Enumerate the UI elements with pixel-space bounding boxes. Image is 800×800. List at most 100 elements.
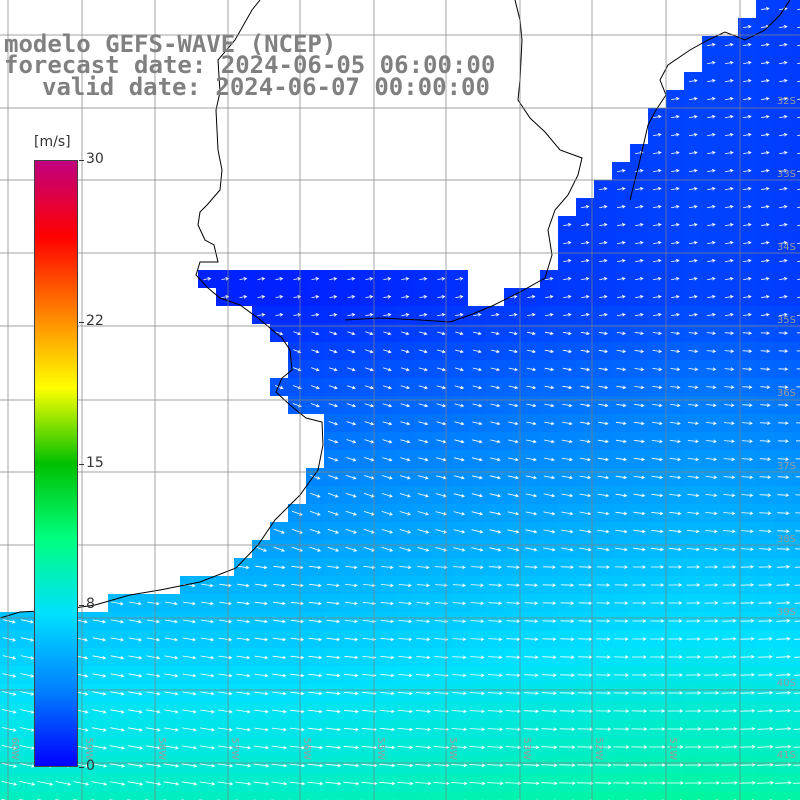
wind-arrow bbox=[399, 493, 411, 498]
wind-arrow bbox=[668, 619, 683, 623]
wind-arrow bbox=[327, 510, 339, 516]
wind-arrow bbox=[740, 601, 755, 605]
wind-arrow bbox=[740, 655, 755, 659]
wind-arrow bbox=[741, 493, 754, 497]
wind-arrow bbox=[689, 241, 698, 245]
wind-arrow bbox=[563, 223, 572, 227]
wind-arrow bbox=[561, 511, 574, 516]
wind-arrow bbox=[560, 601, 575, 605]
wind-arrow bbox=[704, 637, 719, 641]
wind-arrow bbox=[217, 781, 234, 786]
wind-arrow bbox=[635, 169, 644, 173]
wind-arrow bbox=[795, 494, 800, 496]
wind-arrow bbox=[381, 475, 393, 480]
wind-arrow bbox=[706, 367, 717, 371]
wind-arrow bbox=[380, 673, 395, 678]
wind-speed-cell bbox=[792, 126, 800, 144]
wind-arrow bbox=[344, 691, 359, 696]
wind-arrow bbox=[777, 439, 789, 443]
wind-arrow bbox=[236, 709, 251, 714]
wind-arrow bbox=[632, 601, 647, 605]
wind-arrow bbox=[563, 313, 572, 317]
wind-arrow bbox=[561, 547, 574, 552]
wind-arrow bbox=[671, 187, 680, 191]
wind-arrow bbox=[182, 709, 197, 714]
wind-arrow bbox=[1, 781, 18, 786]
wind-arrow bbox=[487, 709, 504, 714]
wind-arrow bbox=[687, 457, 700, 462]
wind-arrow bbox=[472, 349, 482, 354]
wind-arrow bbox=[613, 709, 630, 713]
wind-arrow bbox=[380, 637, 395, 642]
wind-arrow bbox=[325, 745, 342, 750]
wind-arrow bbox=[561, 475, 574, 480]
wind-arrow bbox=[795, 458, 800, 460]
wind-arrow bbox=[272, 655, 287, 660]
wind-arrow bbox=[505, 763, 522, 768]
wind-arrow bbox=[616, 331, 626, 336]
wind-arrow bbox=[453, 529, 466, 534]
wind-arrow bbox=[218, 637, 233, 642]
wind-speed-cell bbox=[594, 792, 612, 800]
wind-arrow bbox=[399, 565, 412, 570]
wind-arrow bbox=[327, 492, 339, 498]
wind-arrow bbox=[577, 727, 594, 731]
wind-arrow bbox=[344, 655, 359, 660]
wind-arrow bbox=[487, 745, 504, 750]
wind-arrow bbox=[415, 727, 432, 732]
wind-arrow bbox=[743, 187, 752, 191]
wind-arrow bbox=[200, 619, 214, 624]
wind-arrow bbox=[581, 223, 590, 227]
wind-arrow bbox=[436, 349, 446, 354]
wind-arrow bbox=[653, 223, 662, 227]
wind-arrow bbox=[469, 691, 485, 696]
wind-arrow bbox=[146, 637, 161, 642]
wind-arrow bbox=[381, 529, 394, 534]
wind-arrow bbox=[761, 61, 770, 65]
wind-arrow bbox=[109, 781, 126, 786]
wind-speed-cell bbox=[54, 792, 72, 800]
wind-arrow bbox=[20, 655, 35, 660]
wind-arrow bbox=[399, 547, 412, 552]
wind-arrow bbox=[635, 205, 644, 209]
wind-arrow bbox=[796, 332, 800, 334]
wind-arrow bbox=[507, 457, 519, 462]
wind-arrow bbox=[434, 583, 448, 588]
wind-arrow bbox=[650, 565, 665, 569]
wind-arrow bbox=[37, 781, 54, 786]
wind-arrow bbox=[777, 475, 790, 479]
wind-arrow bbox=[254, 601, 268, 606]
wind-arrow bbox=[487, 727, 504, 732]
wind-arrow bbox=[579, 529, 592, 534]
wind-arrow bbox=[686, 583, 701, 587]
wind-arrow bbox=[381, 565, 394, 570]
wind-arrow bbox=[722, 547, 736, 552]
wind-arrow bbox=[631, 709, 648, 713]
wind-speed-cell bbox=[792, 306, 800, 324]
wind-arrow bbox=[344, 673, 359, 678]
wind-arrow bbox=[1, 763, 18, 768]
model-title: modelo GEFS-WAVE (NCEP) bbox=[4, 30, 337, 58]
wind-arrow bbox=[617, 241, 626, 245]
wind-arrow bbox=[650, 619, 665, 623]
wind-arrow bbox=[667, 709, 684, 713]
wind-arrow bbox=[579, 439, 591, 444]
wind-arrow bbox=[307, 745, 324, 750]
wind-arrow bbox=[307, 727, 323, 732]
wind-arrow bbox=[346, 385, 356, 390]
wind-arrow bbox=[614, 619, 629, 623]
wind-arrow bbox=[653, 295, 662, 299]
wind-arrow bbox=[145, 727, 161, 732]
latitude-label: 32S bbox=[777, 96, 796, 107]
wind-arrow bbox=[398, 673, 413, 678]
wind-arrow bbox=[437, 313, 446, 317]
wind-arrow bbox=[653, 169, 662, 173]
wind-arrow bbox=[581, 313, 590, 317]
wind-arrow bbox=[721, 727, 738, 731]
wind-arrow bbox=[778, 331, 789, 335]
wind-arrow bbox=[525, 493, 538, 498]
colorbar-tick-label: 15 bbox=[86, 455, 104, 471]
wind-arrow bbox=[363, 565, 376, 570]
wind-speed-cell bbox=[414, 792, 432, 800]
wind-arrow bbox=[687, 529, 700, 534]
